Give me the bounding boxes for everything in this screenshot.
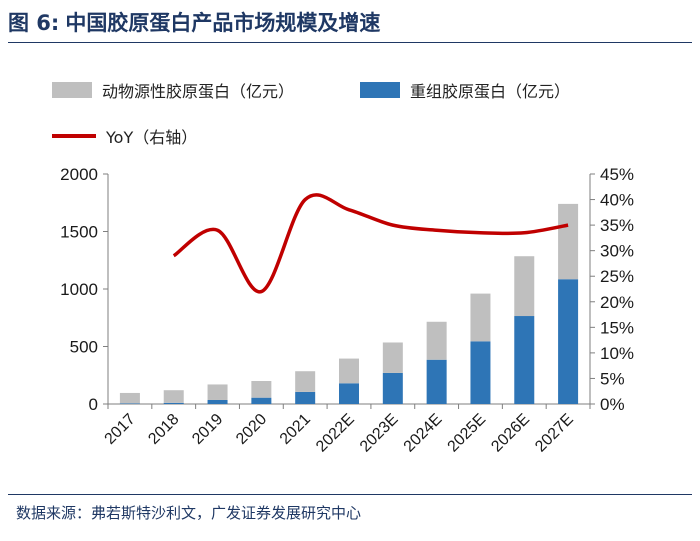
x-tick-label: 2020 [233, 411, 270, 448]
x-tick-label: 2018 [145, 411, 182, 448]
x-tick-label: 2027E [532, 411, 577, 456]
y-right-tick-label: 40% [600, 191, 634, 210]
x-tick-label: 2024E [401, 411, 446, 456]
bar-animal [558, 203, 579, 280]
y-right-tick-label: 0% [600, 395, 625, 414]
y-right-tick-label: 25% [600, 267, 634, 286]
source-divider [8, 494, 692, 495]
figure-title: 图 6: 中国胶原蛋白产品市场规模及增速 [8, 6, 692, 38]
y-left-tick-label: 1500 [60, 223, 98, 242]
figure-title-text: 中国胶原蛋白产品市场规模及增速 [65, 11, 381, 35]
legend-item-yoy: YoY（右轴） [52, 124, 197, 148]
bar-animal [295, 371, 316, 392]
legend-swatch-yoy [52, 134, 96, 138]
x-tick-label: 2025E [445, 411, 490, 456]
x-tick-label: 2022E [313, 411, 358, 456]
x-tick-label: 2021 [277, 411, 314, 448]
bar-animal [426, 321, 447, 360]
bar-animal [119, 392, 140, 404]
legend-label-animal: 动物源性胶原蛋白（亿元） [102, 82, 295, 101]
bar-recombinant [514, 316, 535, 404]
title-divider [8, 42, 692, 43]
bar-recombinant [207, 399, 228, 404]
bar-animal [382, 342, 403, 373]
x-tick-label: 2017 [102, 411, 139, 448]
source-note: 数据来源：弗若斯特沙利文，广发证券发展研究中心 [16, 504, 362, 522]
x-tick-label: 2023E [357, 411, 402, 456]
bar-animal [207, 384, 228, 400]
x-tick-label: 2026E [488, 411, 533, 456]
y-right-tick-label: 30% [600, 242, 634, 261]
y-right-tick-label: 15% [600, 318, 634, 337]
bar-animal [339, 358, 359, 384]
legend-item-recombinant: 重组胶原蛋白（亿元） [360, 78, 570, 102]
bar-animal [163, 390, 184, 403]
bar-animal [251, 381, 272, 398]
figure-label: 图 6: [8, 11, 60, 35]
y-right-tick-label: 5% [600, 369, 625, 388]
x-tick-label: 2019 [189, 411, 226, 448]
bar-recombinant [470, 341, 491, 404]
bar-recombinant [558, 279, 579, 404]
legend-item-animal: 动物源性胶原蛋白（亿元） [52, 78, 294, 102]
bar-recombinant [295, 391, 316, 404]
bar-animal [470, 293, 491, 342]
bar-animal [514, 256, 535, 317]
y-left-tick-label: 0 [89, 395, 98, 414]
y-left-tick-label: 500 [70, 338, 98, 357]
y-right-tick-label: 20% [600, 293, 634, 312]
legend-swatch-animal [52, 82, 92, 98]
y-left-tick-label: 1000 [60, 280, 98, 299]
bar-recombinant [251, 397, 272, 404]
y-right-tick-label: 35% [600, 216, 634, 235]
yoy-line [172, 193, 569, 294]
bar-recombinant [119, 403, 140, 404]
legend-label-yoy: YoY（右轴） [106, 128, 198, 147]
y-right-tick-label: 10% [600, 344, 634, 363]
y-left-tick-label: 2000 [60, 165, 98, 184]
y-right-tick-label: 45% [600, 165, 634, 184]
legend-swatch-recombinant [360, 82, 400, 98]
bar-recombinant [382, 372, 403, 404]
bar-recombinant [163, 402, 184, 404]
chart-canvas: 0 500 1000 1500 2000 0% 5% 10% 15% 20% 25% 30% 35% 40… [60, 165, 634, 456]
legend-label-recombinant: 重组胶原蛋白（亿元） [410, 82, 571, 101]
bar-recombinant [339, 383, 359, 404]
bar-recombinant [426, 359, 447, 404]
